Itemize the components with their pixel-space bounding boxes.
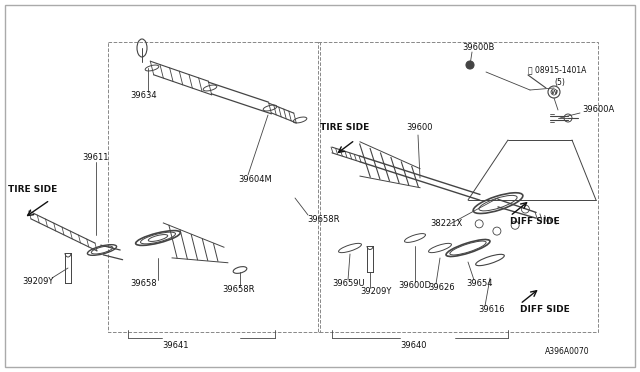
Text: 39640: 39640 xyxy=(400,340,426,350)
Text: 39641: 39641 xyxy=(162,340,189,350)
Text: 39634: 39634 xyxy=(130,90,157,99)
Text: DIFF SIDE: DIFF SIDE xyxy=(510,218,560,227)
Text: (5): (5) xyxy=(554,77,565,87)
Text: TIRE SIDE: TIRE SIDE xyxy=(320,124,369,132)
Text: 39604M: 39604M xyxy=(238,176,272,185)
Bar xyxy=(318,42,598,332)
Text: W: W xyxy=(550,90,557,94)
Text: 39600B: 39600B xyxy=(462,42,494,51)
Text: 39658R: 39658R xyxy=(222,285,255,295)
Circle shape xyxy=(466,61,474,69)
Text: 39654: 39654 xyxy=(466,279,493,289)
Text: 39626: 39626 xyxy=(428,283,454,292)
Text: 39600D: 39600D xyxy=(398,282,431,291)
Text: 39658: 39658 xyxy=(130,279,157,289)
Text: 39611: 39611 xyxy=(82,154,109,163)
Text: Ⓢ 08915-1401A: Ⓢ 08915-1401A xyxy=(528,65,586,74)
Text: 39616: 39616 xyxy=(478,305,504,314)
Text: 39659U: 39659U xyxy=(332,279,365,289)
Text: 39209Y: 39209Y xyxy=(360,288,392,296)
Bar xyxy=(108,42,320,332)
Text: 39600A: 39600A xyxy=(582,106,614,115)
Text: TIRE SIDE: TIRE SIDE xyxy=(8,186,57,195)
Text: 39600: 39600 xyxy=(406,124,433,132)
Text: 39209Y: 39209Y xyxy=(22,278,53,286)
Text: A396A0070: A396A0070 xyxy=(545,347,589,356)
Text: 38221X: 38221X xyxy=(430,219,462,228)
Text: DIFF SIDE: DIFF SIDE xyxy=(520,305,570,314)
Text: 39658R: 39658R xyxy=(307,215,339,224)
